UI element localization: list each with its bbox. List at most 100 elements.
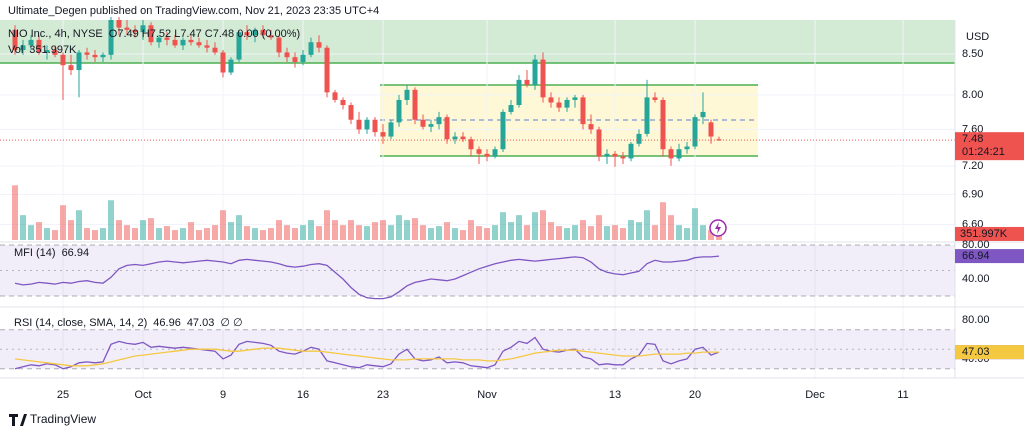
candle-body xyxy=(44,50,50,53)
plot xyxy=(0,16,955,378)
candle-body xyxy=(124,27,130,30)
legend-value: 47.03 xyxy=(187,317,215,329)
candle-body xyxy=(252,29,258,36)
volume-bar xyxy=(596,215,602,240)
volume-bar xyxy=(652,225,658,240)
volume-bar xyxy=(396,215,402,240)
candle-body xyxy=(356,119,362,130)
candle-body xyxy=(132,29,138,33)
candle-body xyxy=(340,99,346,106)
volume-value-axis-label: 351.997K xyxy=(960,228,1008,240)
indicator-title: MFI (14) xyxy=(14,247,56,259)
volume-bar xyxy=(180,228,186,240)
volume-bar xyxy=(316,226,322,240)
volume-bar xyxy=(212,225,218,240)
x-tick-label: 25 xyxy=(57,389,69,401)
candle-body xyxy=(572,97,578,100)
candle-body xyxy=(660,99,666,150)
volume-bar xyxy=(524,225,530,240)
volume-bar xyxy=(420,225,426,240)
legend-extra: ∅ ∅ xyxy=(220,317,242,329)
value-box xyxy=(955,249,1024,264)
logo-text: TradingView xyxy=(30,412,96,426)
candle-body xyxy=(388,122,394,137)
volume-bar xyxy=(388,225,394,240)
candle-body xyxy=(308,42,314,55)
volume-bar xyxy=(660,202,666,240)
candle-body xyxy=(620,156,626,159)
volume-bar xyxy=(564,228,570,240)
volume-bar xyxy=(716,233,722,240)
candle-body xyxy=(708,122,714,137)
candle-body xyxy=(444,117,450,140)
candle-body xyxy=(644,97,650,134)
candle-body xyxy=(428,124,434,127)
legend-ohlc: O7.49 H7.52 L7.47 C7.48 0.00 (0.00%) xyxy=(109,28,300,40)
candle-body xyxy=(700,111,706,118)
volume-bar xyxy=(500,212,506,240)
volume-bar xyxy=(84,228,90,240)
candle-body xyxy=(636,133,642,144)
candle-body xyxy=(668,149,674,159)
volume-bar xyxy=(172,230,178,240)
volume-bar xyxy=(468,220,474,240)
volume-bar xyxy=(364,226,370,240)
candle-body xyxy=(396,99,402,123)
candle-body xyxy=(84,52,90,55)
candle-body xyxy=(452,136,458,140)
y-tick-label: 8.50 xyxy=(962,48,983,60)
candle-body xyxy=(548,97,554,103)
candle-body xyxy=(468,139,474,150)
y-tick-label: 80.00 xyxy=(962,314,990,326)
candle-body xyxy=(460,136,466,140)
volume-bar xyxy=(428,228,434,240)
candle-body xyxy=(348,105,354,120)
volume-bar xyxy=(604,226,610,240)
candle-body xyxy=(484,153,490,157)
logo-mark xyxy=(9,414,27,426)
volume-bar xyxy=(148,218,154,240)
candle-body xyxy=(76,52,82,71)
candle-body xyxy=(524,79,530,85)
candle-body xyxy=(652,97,658,100)
legend-title: NIO Inc., 4h, NYSE xyxy=(8,28,103,40)
volume-bar xyxy=(220,210,226,240)
candle-body xyxy=(412,89,418,120)
volume-bar xyxy=(484,228,490,240)
candle-body xyxy=(36,39,42,53)
volume-bar xyxy=(636,222,642,240)
volume-bar xyxy=(196,230,202,240)
x-tick-label: 23 xyxy=(377,389,389,401)
volume-legend-label: Vol xyxy=(8,44,23,56)
volume-bar xyxy=(60,205,66,240)
indicator-line xyxy=(14,347,719,367)
candle-body xyxy=(332,92,338,100)
candle-body xyxy=(156,37,162,43)
volume-bar xyxy=(204,228,210,240)
x-tick-label: 9 xyxy=(220,389,226,401)
volume-bar xyxy=(508,222,514,240)
candle-body xyxy=(684,146,690,150)
candle-body xyxy=(716,139,722,141)
candle-body xyxy=(276,37,282,53)
volume-bar xyxy=(52,230,58,240)
countdown-label: 01:24:21 xyxy=(962,146,1005,158)
volume-bar xyxy=(12,185,18,240)
volume-bar xyxy=(44,228,50,240)
volume-bar xyxy=(380,220,386,240)
candle-body xyxy=(516,79,522,106)
volume-bar xyxy=(620,228,626,240)
volume-bar xyxy=(252,228,258,240)
y-tick-label: 80.00 xyxy=(962,239,990,251)
volume-bar xyxy=(28,225,34,240)
candle-body xyxy=(324,47,330,93)
candle-body xyxy=(532,59,538,85)
candle-body xyxy=(300,54,306,62)
volume-bar xyxy=(612,225,618,240)
volume-bar xyxy=(276,220,282,240)
volume-bar xyxy=(452,228,458,240)
candle-body xyxy=(52,50,58,55)
candle-body xyxy=(508,105,514,112)
